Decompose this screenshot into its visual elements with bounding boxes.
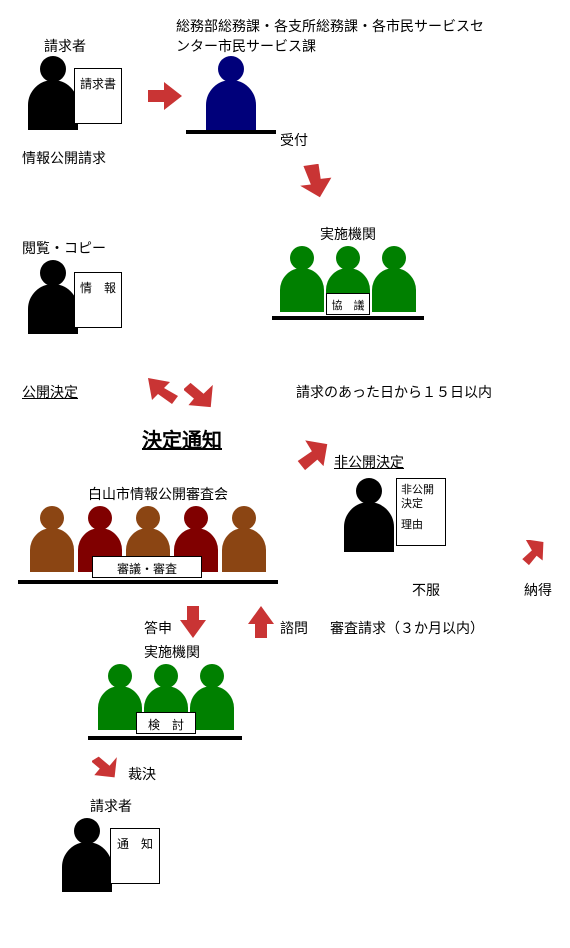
arrow-to-nonpublic xyxy=(296,440,330,474)
nonpublic-figure xyxy=(344,478,394,553)
arrow-satisfied xyxy=(520,540,548,568)
reception-label: 受付 xyxy=(280,130,308,150)
info-request-label: 情報公開請求 xyxy=(22,148,106,168)
info-doc: 情 報 xyxy=(74,272,122,328)
implementing-label: 実施機関 xyxy=(320,224,376,244)
viewcopy-figure xyxy=(28,260,78,335)
ruling-label: 裁決 xyxy=(128,764,156,784)
review-doc: 検 討 xyxy=(136,712,196,734)
arrow-ruling xyxy=(92,756,122,786)
nonpublic-doc-l2: 決定 xyxy=(401,497,441,511)
impl2-base xyxy=(88,736,242,740)
applicant-label: 請求者 xyxy=(44,36,86,56)
board-fig-5 xyxy=(222,506,266,572)
appeal-label: 審査請求（３か月以内） xyxy=(330,618,484,638)
applicant-figure xyxy=(28,56,78,131)
arrow-to-decision xyxy=(184,382,218,416)
public-decision-label: 公開決定 xyxy=(22,382,78,402)
nonpublic-doc-l3: 理由 xyxy=(401,518,441,532)
reply-label: 答申 xyxy=(144,618,172,638)
deliberate-doc: 審議・審査 xyxy=(92,556,202,578)
notice-doc: 通 知 xyxy=(110,828,160,884)
reception-dept-label: 総務部総務課・各支所総務課・各市民サービスセンター市民サービス課 xyxy=(176,17,496,56)
view-copy-label: 閲覧・コピー xyxy=(22,238,106,258)
decision-notice-label: 決定通知 xyxy=(142,424,222,453)
arrow-reply xyxy=(180,606,206,638)
board-label: 白山市情報公開審査会 xyxy=(88,484,228,504)
dissatisfied-label: 不服 xyxy=(412,580,440,600)
applicant2-figure xyxy=(62,818,112,893)
reception-base xyxy=(186,130,276,134)
arrow-inquiry xyxy=(248,606,274,638)
arrow-to-public xyxy=(148,370,182,404)
applicant2-label: 請求者 xyxy=(90,796,132,816)
satisfied-label: 納得 xyxy=(524,580,552,600)
implementing2-label: 実施機関 xyxy=(144,642,200,662)
discuss-doc: 協 議 xyxy=(326,293,370,315)
impl-figure-3 xyxy=(372,246,416,312)
inquiry-label: 諮問 xyxy=(280,618,308,638)
nonpublic-doc-l1: 非公開 xyxy=(401,483,441,497)
arrow-to-reception xyxy=(148,82,182,110)
arrow-reception-down xyxy=(300,164,334,198)
impl2-fig-3 xyxy=(190,664,234,730)
board-base xyxy=(18,580,278,584)
nonpublic-decision-label: 非公開決定 xyxy=(334,452,404,472)
impl-base xyxy=(272,316,424,320)
board-fig-1 xyxy=(30,506,74,572)
nonpublic-doc: 非公開 決定 理由 xyxy=(396,478,446,546)
request-doc: 請求書 xyxy=(74,68,122,124)
impl-figure-1 xyxy=(280,246,324,312)
deadline-label: 請求のあった日から１５日以内 xyxy=(296,382,492,402)
reception-figure xyxy=(206,56,256,131)
